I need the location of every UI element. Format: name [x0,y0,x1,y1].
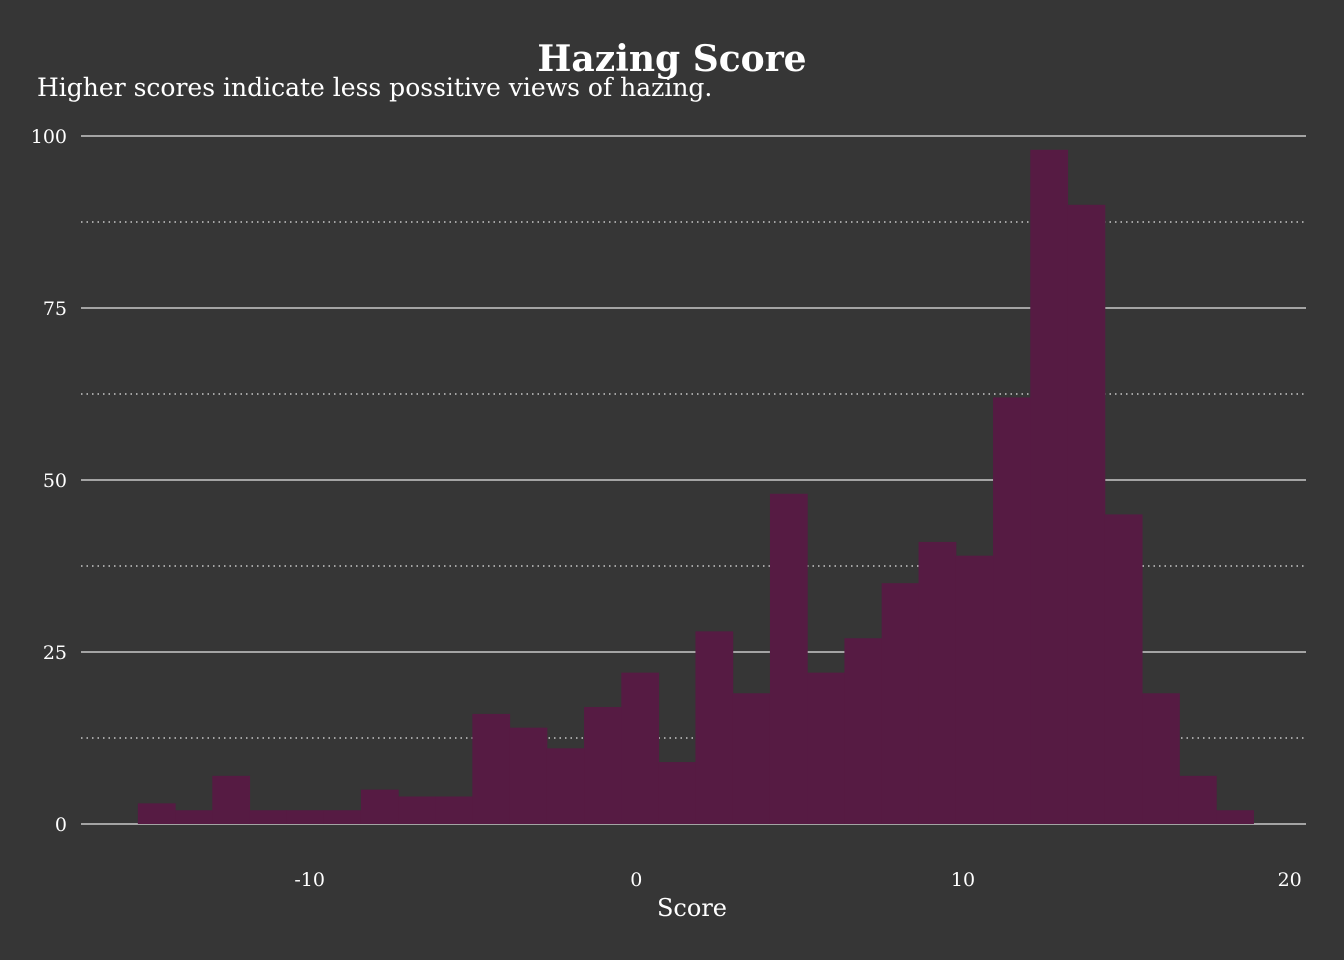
histogram-bar [249,810,288,824]
chart-title: Hazing Score [537,38,806,80]
histogram-bar [584,707,622,824]
histogram-bar [732,693,771,824]
tick-labels: 0 25 50 75 100 -10 0 10 20 [31,126,1302,891]
x-tick-label: 10 [951,869,975,891]
histogram-bar [212,775,251,824]
histogram-bar [286,810,325,824]
histogram-bar [993,397,1031,824]
y-tick-label: 100 [31,126,67,148]
y-tick-label: 0 [55,814,67,836]
histogram-bar [175,810,213,824]
histogram-bar [769,493,808,824]
y-tick-label: 75 [43,298,67,320]
histogram-bar [472,713,511,824]
histogram-bar [695,631,734,824]
histogram-bar [1104,514,1143,824]
histogram-bar [881,583,920,824]
histogram-bar [398,796,436,824]
x-tick-label: 20 [1278,869,1302,891]
histogram-bar [918,541,957,824]
y-tick-label: 50 [43,470,67,492]
histogram-bar [844,638,883,824]
histogram-bar [807,672,845,824]
x-tick-label: 0 [630,869,642,891]
histogram-bar [621,672,660,824]
histogram-bar [137,803,176,824]
histogram-bar [323,810,362,824]
chart-subtitle: Higher scores indicate less possitive vi… [37,73,712,102]
histogram-bar [546,748,585,824]
histogram-bar [1142,693,1180,824]
histogram-bar [955,555,994,824]
histogram-bar [1067,204,1106,825]
bars [137,149,1254,825]
histogram-bar [509,727,548,824]
histogram-bar [360,789,399,824]
x-axis-label: Score [657,894,727,922]
histogram-bar [658,762,697,824]
histogram-bar [1216,810,1254,824]
histogram-bar [1030,149,1069,824]
x-tick-label: -10 [294,869,325,891]
histogram-bar [435,796,474,824]
y-tick-label: 25 [43,642,67,664]
histogram-bar [1178,775,1217,824]
